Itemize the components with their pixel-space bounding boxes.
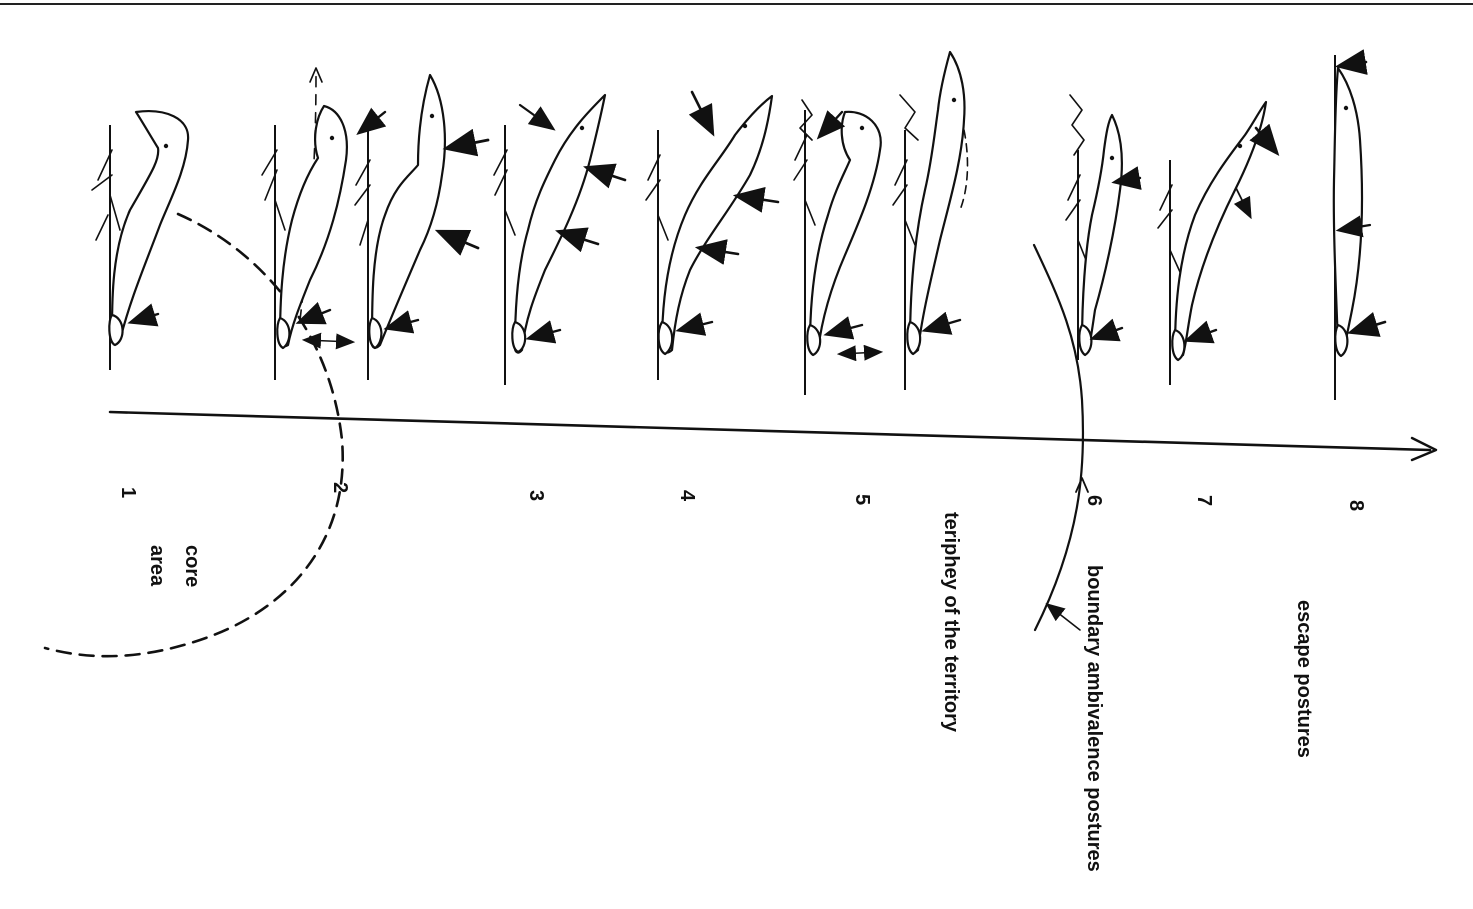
territory-axis-line: [108, 410, 1432, 452]
posture-number-8: 8: [1345, 500, 1367, 511]
boundary-curve: [1032, 243, 1085, 632]
bird-posture-2b: [354, 73, 490, 380]
posture-number-6: 6: [1083, 495, 1105, 506]
bird-posture-4: [645, 90, 780, 380]
escape-postures-label: escape postures: [1293, 600, 1315, 758]
posture-number-2: 2: [329, 482, 351, 493]
boundary-ambivalence-label: boundary ambivalence postures: [1083, 565, 1105, 872]
top-border-line: [0, 3, 1473, 5]
posture-number-5: 5: [851, 494, 873, 505]
posture-number-3: 3: [525, 490, 547, 501]
bird-posture-1: [91, 110, 190, 370]
bird-posture-7: [1157, 100, 1280, 385]
bird-posture-2a: [261, 104, 387, 380]
posture-number-7: 7: [1193, 495, 1215, 506]
dashed-arrow-icon: [309, 67, 323, 83]
bird-posture-8: [1332, 49, 1387, 400]
bird-posture-5b: [892, 50, 969, 390]
axis-arrow-icon: [1410, 436, 1438, 462]
bird-posture-6: [1065, 94, 1142, 360]
posture-number-1: 1: [117, 487, 139, 498]
bird-posture-5a: [793, 99, 884, 395]
core-area-boundary: [43, 212, 345, 658]
boundary-arrow-icon: [1075, 477, 1089, 493]
boundary-label-pointer: [1045, 603, 1081, 631]
posture-number-4: 4: [676, 490, 698, 502]
core-area-label-line2: area: [146, 545, 168, 587]
periphery-label: teriphey of the territory: [940, 512, 962, 733]
core-area-label-line1: core: [181, 545, 203, 587]
bird-posture-3: [493, 93, 627, 385]
